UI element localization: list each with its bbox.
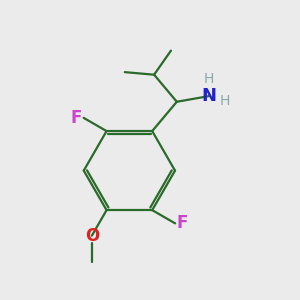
Text: F: F xyxy=(177,214,188,232)
Text: N: N xyxy=(201,87,216,105)
Text: H: H xyxy=(204,72,214,86)
Text: H: H xyxy=(220,94,230,108)
Text: O: O xyxy=(85,226,99,244)
Text: F: F xyxy=(71,109,82,127)
